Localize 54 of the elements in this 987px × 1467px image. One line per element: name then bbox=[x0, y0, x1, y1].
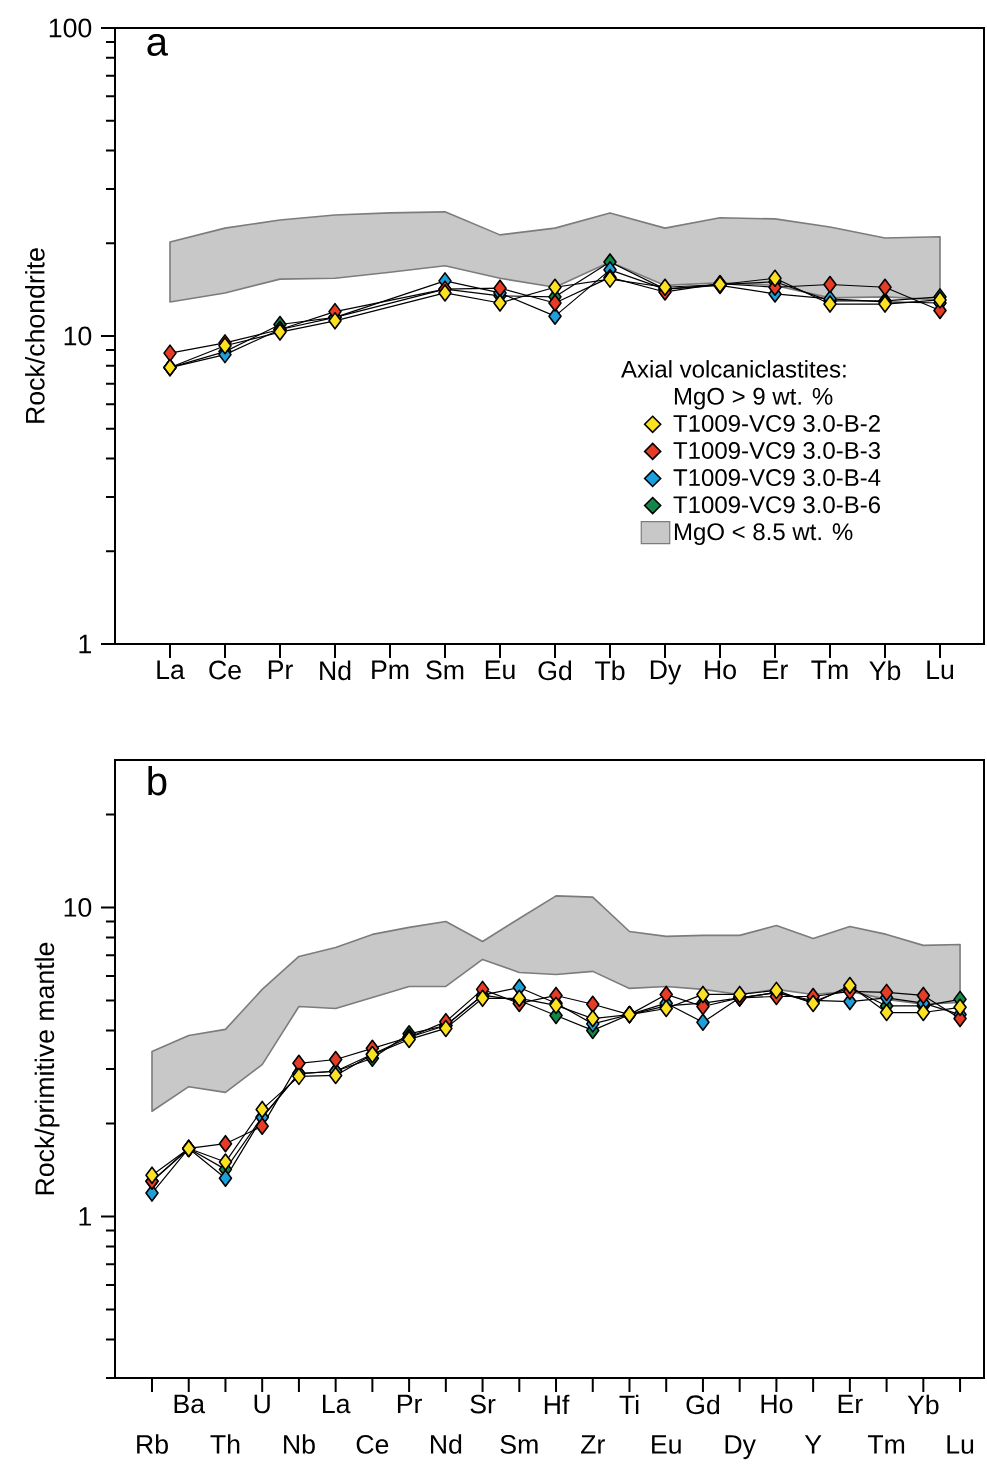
chart-title: b bbox=[148, 766, 167, 796]
x-tick-label: Th bbox=[210, 1434, 240, 1454]
legend-label: T1009-VC9 3.0-B-3 bbox=[673, 441, 880, 459]
x-tick-label: Tb bbox=[595, 660, 625, 681]
x-tick-label: Nb bbox=[284, 1434, 315, 1454]
x-tick-label: Eu bbox=[485, 660, 515, 680]
x-tick-label: Yb bbox=[907, 1394, 939, 1415]
x-tick-label: La bbox=[157, 660, 185, 680]
x-tick-label: Er bbox=[838, 1394, 863, 1414]
x-tick-label: Ce bbox=[356, 1434, 389, 1454]
x-tick-label: Tm bbox=[811, 660, 848, 679]
x-tick-label: Ce bbox=[209, 660, 241, 680]
x-tick-label: Pr bbox=[268, 660, 293, 679]
x-tick-label: Gd bbox=[538, 660, 572, 681]
x-tick-label: Yb bbox=[869, 660, 901, 681]
y-axis-title: Rock/primitive mantle bbox=[34, 942, 60, 1195]
x-tick-label: Ho bbox=[761, 1394, 793, 1414]
legend-label: MgO < 8.5 wt. % bbox=[674, 523, 853, 545]
y-tick-label: 100 bbox=[49, 18, 92, 38]
x-tick-label: Sm bbox=[500, 1434, 538, 1454]
x-tick-label: Nd bbox=[320, 660, 351, 681]
x-tick-label: Ba bbox=[174, 1394, 206, 1414]
x-tick-label: Ho bbox=[705, 660, 736, 680]
x-tick-label: Nd bbox=[430, 1434, 462, 1454]
x-tick-label: Er bbox=[763, 660, 788, 679]
x-tick-label: Rb bbox=[137, 1434, 168, 1454]
legend-label: T1009-VC9 3.0-B-6 bbox=[673, 496, 880, 514]
x-tick-label: Sm bbox=[426, 660, 464, 680]
x-tick-label: La bbox=[323, 1394, 351, 1414]
y-tick-label: 10 bbox=[64, 326, 92, 346]
y-tick-label: 1 bbox=[79, 634, 91, 654]
x-tick-label: Tm bbox=[867, 1435, 905, 1454]
x-tick-label: Pr bbox=[397, 1394, 422, 1414]
legend-label: T1009-VC9 3.0-B-4 bbox=[673, 469, 881, 487]
x-tick-label: Lu bbox=[927, 660, 954, 680]
x-tick-label: Dy bbox=[725, 1435, 756, 1460]
x-tick-label: Gd bbox=[686, 1394, 720, 1415]
x-tick-label: Y bbox=[804, 1435, 822, 1454]
x-tick-label: Dy bbox=[650, 660, 682, 685]
y-tick-label: 10 bbox=[64, 898, 92, 917]
annotation: MgO > 9 wt. % bbox=[674, 387, 833, 410]
y-tick-label: 1 bbox=[79, 1207, 91, 1226]
x-tick-label: Hf bbox=[544, 1394, 570, 1414]
x-tick-label: Zr bbox=[581, 1435, 605, 1454]
chart-title: a bbox=[147, 33, 169, 56]
x-tick-label: U bbox=[254, 1394, 270, 1414]
legend-label: T1009-VC9 3.0-B-2 bbox=[673, 414, 880, 432]
x-tick-label: Lu bbox=[947, 1435, 974, 1454]
x-tick-label: Sr bbox=[470, 1394, 496, 1414]
legend-title: Axial volcaniclastites: bbox=[621, 360, 846, 378]
x-tick-label: Eu bbox=[652, 1435, 681, 1454]
x-tick-label: Ti bbox=[619, 1394, 639, 1414]
x-tick-label: Pm bbox=[372, 660, 409, 679]
y-axis-title: Rock/chondrite bbox=[25, 248, 45, 423]
